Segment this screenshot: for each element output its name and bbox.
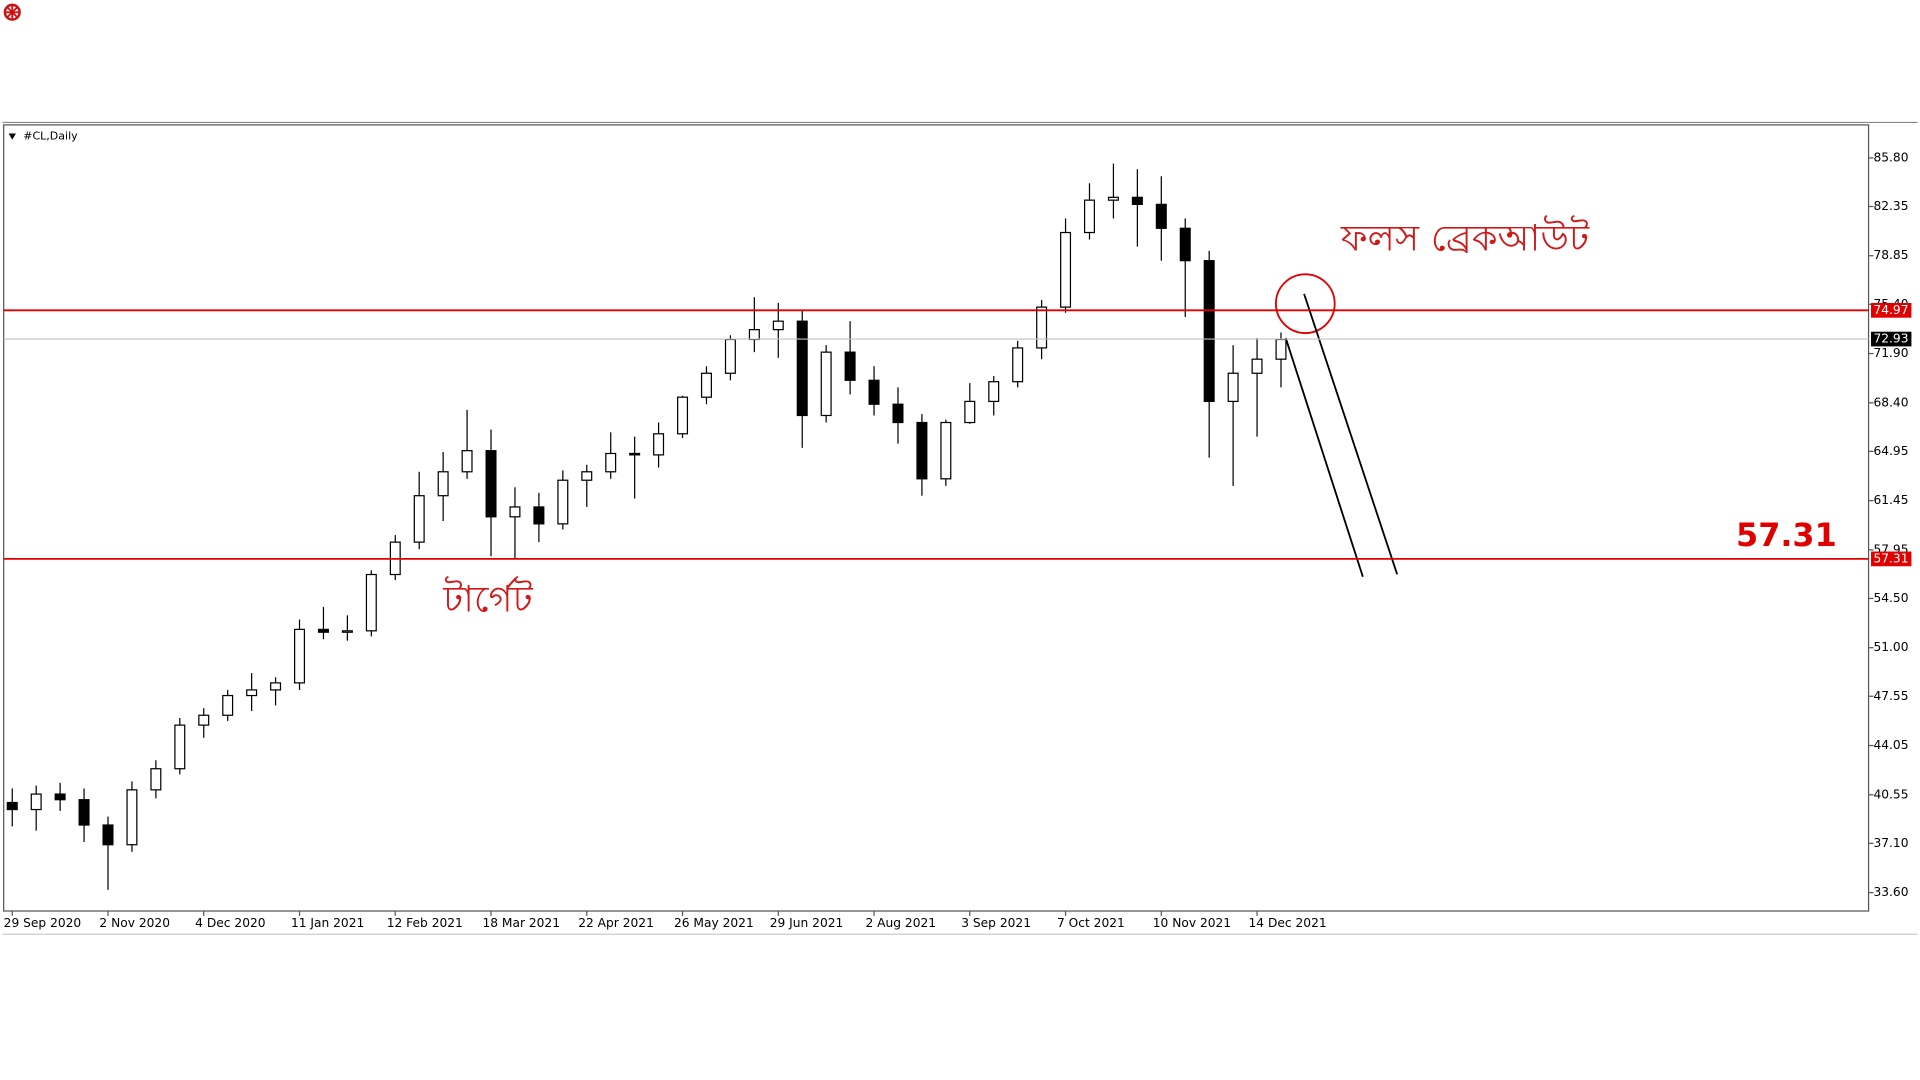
y-tick-label: 82.35: [1873, 199, 1908, 213]
candle-body: [126, 789, 138, 846]
y-tick-label: 61.45: [1873, 493, 1908, 507]
candle-body: [1012, 347, 1024, 383]
y-tick-label: 78.85: [1873, 248, 1908, 262]
y-tick-label: 33.60: [1873, 885, 1908, 899]
candle-body: [892, 403, 904, 424]
candle-body: [820, 351, 832, 417]
candle-body: [246, 689, 258, 697]
x-tick-label: 7 Oct 2021: [1057, 916, 1125, 930]
trend-line: [1284, 337, 1364, 578]
y-tick-label: 64.95: [1873, 444, 1908, 458]
candle-body: [461, 450, 473, 473]
x-tick-label: 12 Feb 2021: [387, 916, 463, 930]
x-tick-label: 2 Aug 2021: [865, 916, 936, 930]
candle-body: [1251, 358, 1263, 374]
plot-frame: [3, 124, 1870, 912]
y-tick-label: 37.10: [1873, 836, 1908, 850]
candle-body: [629, 452, 641, 456]
y-tick-label: 40.55: [1873, 787, 1908, 801]
logo: [3, 3, 21, 21]
candle-body: [1107, 196, 1119, 201]
candle-body: [1203, 260, 1215, 403]
y-tick-label: 85.80: [1873, 150, 1908, 164]
price-tag: [1871, 331, 1912, 347]
candle-body: [1275, 338, 1287, 360]
candle-body: [868, 379, 880, 405]
candle-body: [1036, 306, 1048, 349]
candle-body: [772, 320, 784, 331]
price-tag-label: 57.31: [1873, 551, 1908, 565]
x-tick-label: 29 Jun 2021: [770, 916, 844, 930]
x-tick-label: 11 Jan 2021: [291, 916, 364, 930]
candle-body: [1227, 372, 1239, 403]
price-tag-label: 72.93: [1873, 332, 1908, 346]
candle-body: [485, 450, 497, 518]
x-tick-label: 2 Nov 2020: [99, 916, 170, 930]
x-tick-label: 26 May 2021: [674, 916, 754, 930]
candle-body: [557, 479, 569, 525]
candle-body: [533, 506, 545, 525]
candle-body: [1131, 196, 1143, 205]
candle-body: [1179, 227, 1191, 262]
price-tag: [1871, 303, 1912, 318]
candle-body: [54, 793, 66, 801]
candle-body: [724, 338, 736, 374]
candle-body: [294, 628, 306, 684]
x-tick-label: 3 Sep 2021: [961, 916, 1031, 930]
candle-body: [174, 724, 186, 770]
candle-body: [581, 471, 593, 481]
candle-body: [317, 628, 329, 633]
candle-body: [677, 396, 689, 435]
x-tick-label: 29 Sep 2020: [4, 916, 82, 930]
candle-body: [198, 714, 210, 726]
candle-body: [1060, 231, 1072, 308]
trend-line: [1303, 293, 1399, 575]
candle-body: [844, 351, 856, 381]
chart-title: #CL,Daily: [23, 130, 78, 143]
candle-body: [1155, 203, 1167, 229]
candle-body: [940, 421, 952, 480]
x-tick-label: 18 Mar 2021: [482, 916, 560, 930]
x-tick-label: 4 Dec 2020: [195, 916, 265, 930]
candle-body: [1083, 199, 1096, 234]
candle-body: [796, 320, 808, 417]
x-tick-label: 22 Apr 2021: [578, 916, 654, 930]
price-tag-label: 74.97: [1873, 303, 1908, 317]
candle-body: [748, 329, 760, 341]
candle-body: [413, 495, 425, 543]
candle-body: [6, 801, 18, 811]
y-tick-label: 51.00: [1873, 640, 1908, 654]
x-tick-label: 14 Dec 2021: [1248, 916, 1326, 930]
candle-body: [964, 400, 976, 424]
candle-body: [988, 381, 1000, 403]
candle-body: [102, 824, 114, 846]
candle-body: [78, 799, 90, 826]
y-tick-label: 68.40: [1873, 395, 1908, 409]
highlight-circle: [1275, 273, 1336, 334]
candle-body: [30, 793, 42, 811]
candle-body: [916, 421, 928, 480]
annotation: ফলস ব্রেকআউট: [1340, 215, 1590, 260]
y-tick-label: 71.90: [1873, 346, 1908, 360]
x-tick-label: 10 Nov 2021: [1153, 916, 1231, 930]
level-annotation: 57.31: [1736, 516, 1837, 554]
candle-body: [437, 471, 449, 497]
candle-body: [150, 768, 162, 791]
candle-body: [653, 433, 665, 456]
candle-body: [222, 694, 234, 716]
candle-body: [700, 372, 712, 398]
candle-body: [270, 682, 282, 691]
candle-body: [365, 573, 377, 632]
y-tick-label: 54.50: [1873, 591, 1908, 605]
candle-body: [509, 506, 521, 518]
price-tag: [1871, 551, 1912, 567]
candle-body: [605, 452, 617, 473]
annotation: টার্গেট: [442, 576, 533, 621]
y-tick-label: 44.05: [1873, 738, 1908, 752]
y-tick-label: 47.55: [1873, 689, 1908, 703]
menu-arrow: [8, 133, 16, 140]
candle-body: [341, 630, 353, 633]
